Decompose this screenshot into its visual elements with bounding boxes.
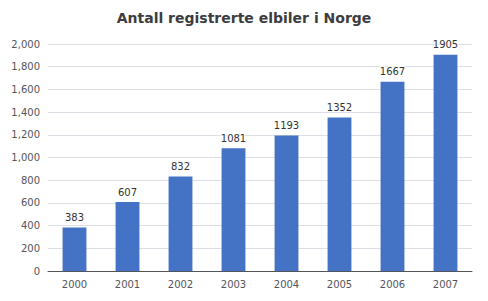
svg-text:1193: 1193 — [274, 120, 299, 131]
svg-text:1,800: 1,800 — [11, 61, 40, 72]
svg-text:383: 383 — [65, 212, 84, 223]
svg-text:2007: 2007 — [433, 279, 458, 290]
svg-text:1,400: 1,400 — [11, 107, 40, 118]
svg-text:400: 400 — [21, 220, 40, 231]
svg-text:2001: 2001 — [115, 279, 140, 290]
svg-text:1905: 1905 — [433, 39, 458, 50]
svg-text:2000: 2000 — [62, 279, 87, 290]
svg-text:607: 607 — [118, 187, 137, 198]
svg-text:2,000: 2,000 — [11, 39, 40, 50]
svg-text:2004: 2004 — [274, 279, 299, 290]
svg-text:Antall registrerte elbiler i N: Antall registrerte elbiler i Norge — [117, 10, 372, 26]
svg-text:2005: 2005 — [327, 279, 352, 290]
svg-text:832: 832 — [171, 161, 190, 172]
svg-text:1,000: 1,000 — [11, 152, 40, 163]
svg-text:1,600: 1,600 — [11, 84, 40, 95]
svg-text:1667: 1667 — [380, 66, 405, 77]
svg-text:800: 800 — [21, 175, 40, 186]
svg-text:600: 600 — [21, 197, 40, 208]
svg-text:0: 0 — [34, 266, 40, 277]
svg-text:200: 200 — [21, 243, 40, 254]
svg-text:2006: 2006 — [380, 279, 405, 290]
svg-text:2002: 2002 — [168, 279, 193, 290]
svg-text:1,200: 1,200 — [11, 129, 40, 140]
svg-text:2003: 2003 — [221, 279, 246, 290]
svg-text:1081: 1081 — [221, 133, 246, 144]
svg-text:1352: 1352 — [327, 102, 352, 113]
